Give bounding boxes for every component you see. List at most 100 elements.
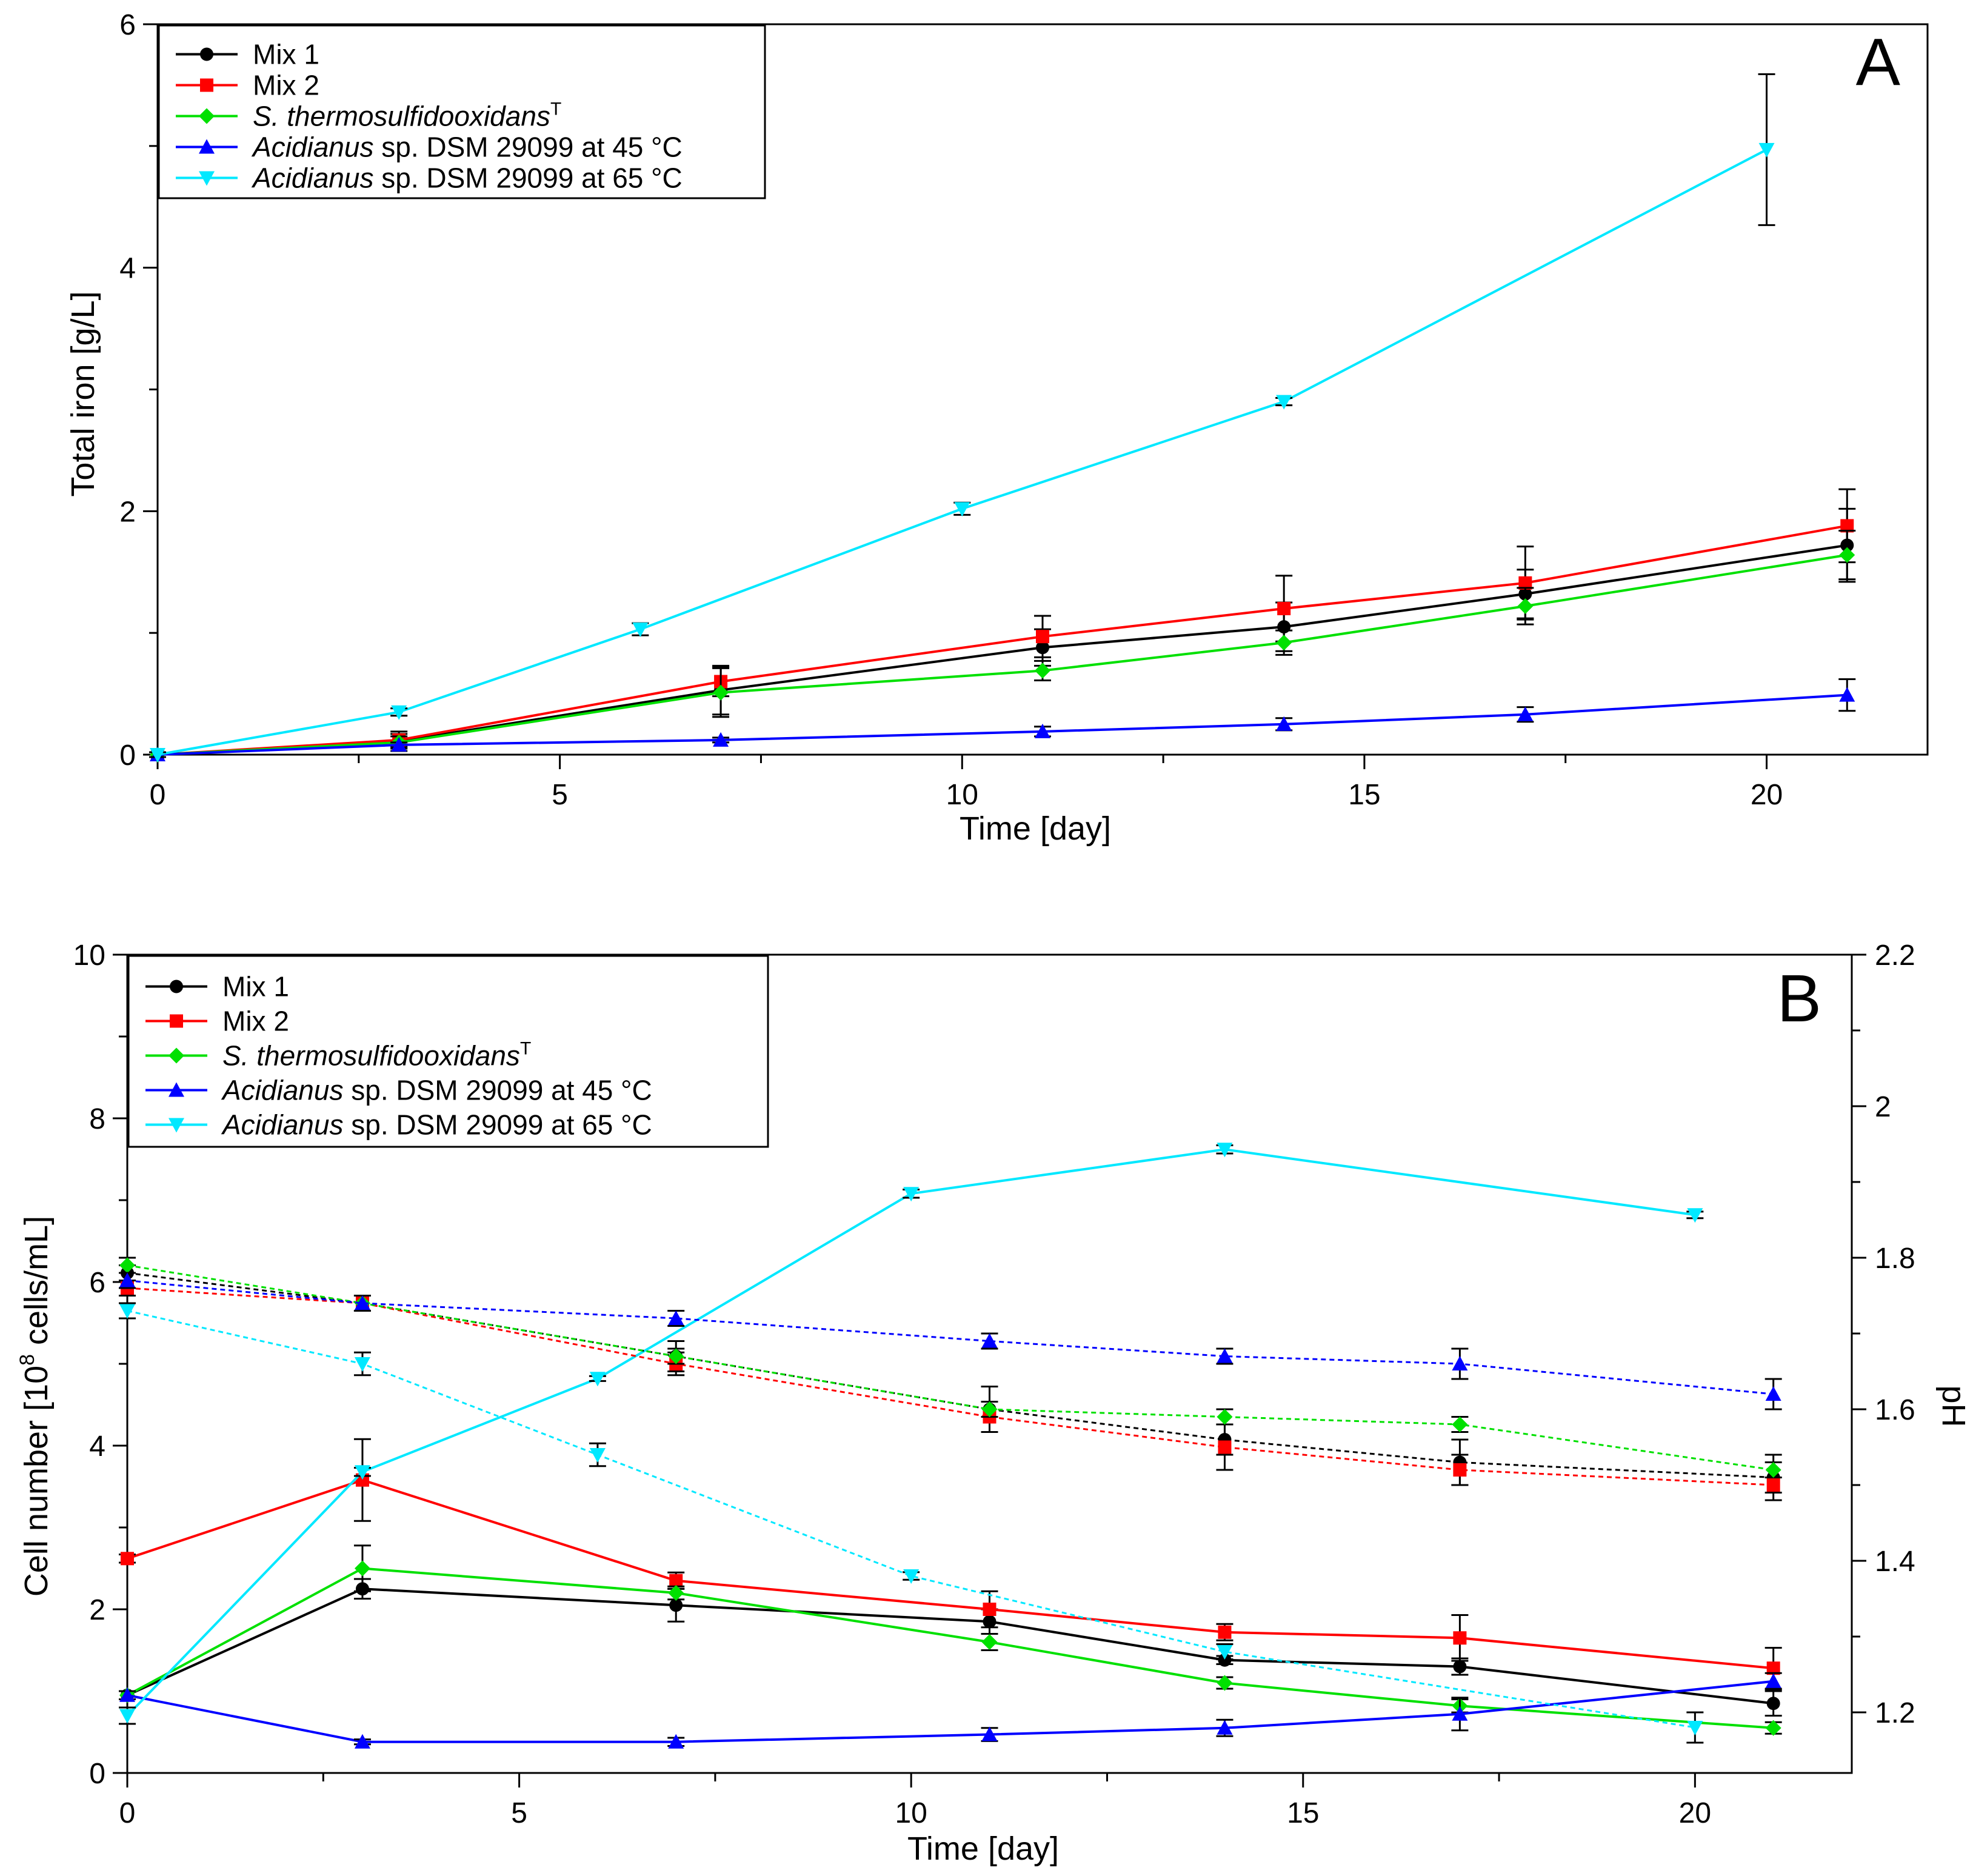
panel-a-data-point <box>713 684 729 701</box>
panel-b-x-tick-label: 10 <box>895 1797 927 1829</box>
panel-a-data-point <box>391 705 407 720</box>
panel-a-y-axis-label: Total iron [g/L] <box>65 291 101 496</box>
panel-b-y-tick-label: 4 <box>89 1430 105 1463</box>
panel-a-legend-label: Acidianus sp. DSM 29099 at 45 °C <box>251 132 683 163</box>
panel-b-y2-tick-label: 1.2 <box>1875 1697 1915 1729</box>
panel-b-legend-marker <box>170 980 183 993</box>
panel-b-legend-item-ac45: Acidianus sp. DSM 29099 at 45 °C <box>145 1075 652 1106</box>
panel-b-data-point <box>354 1465 370 1480</box>
panel-b-y2-tick-label: 1.4 <box>1875 1546 1915 1578</box>
panel-b-x-tick-label: 15 <box>1287 1797 1319 1829</box>
panel-b-data-point <box>1217 1348 1233 1363</box>
panel-a-data-point <box>1277 602 1291 615</box>
panel-b-data-point <box>1217 1645 1233 1660</box>
panel-a-series-ac65 <box>149 73 1775 763</box>
panel-a-data-point <box>1036 630 1049 644</box>
panel-b-data-point <box>669 1598 683 1612</box>
panel-a-legend-marker <box>199 139 215 154</box>
panel-a-data-point <box>1276 716 1292 731</box>
panel-a-data-point <box>1839 547 1855 563</box>
panel-b-data-point <box>1453 1660 1467 1674</box>
panel-b-data-point <box>1217 1143 1233 1158</box>
panel-b-series-line-ac65_ph <box>127 1310 1695 1729</box>
panel-b-data-point <box>119 1272 135 1287</box>
panel-a-series-line-ac65 <box>157 149 1768 756</box>
panel-a-legend-label: Acidianus sp. DSM 29099 at 65 °C <box>251 162 683 194</box>
panel-a: A Time [day] Total iron [g/L] 0 5 10 15 20 0 2… <box>65 9 1929 847</box>
panel-b-y-tick-label: 2 <box>89 1594 105 1626</box>
panel-a-x-axis-label: Time [day] <box>960 810 1111 847</box>
panel-b-legend-item-ac65: Acidianus sp. DSM 29099 at 65 °C <box>145 1109 652 1141</box>
panel-b-y-tick-label: 6 <box>89 1267 105 1299</box>
panel-b-x-tick-label: 5 <box>511 1797 527 1829</box>
panel-b-data-point <box>1687 1721 1703 1735</box>
panel-b-x-axis-label: Time [day] <box>907 1831 1059 1867</box>
panel-a-data-point <box>1517 706 1534 721</box>
panel-a-legend-item-mix2: Mix 2 <box>176 70 319 101</box>
panel-a-data-point <box>954 502 970 517</box>
panel-b-letter: B <box>1777 961 1821 1036</box>
panel-b-data-point <box>1765 1386 1781 1401</box>
panel-b-data-point <box>119 1687 135 1702</box>
panel-a-data-point <box>1517 598 1534 614</box>
panel-a-y-tick-label: 0 <box>119 739 136 772</box>
panel-b-data-point <box>668 1585 684 1601</box>
panel-b-data-point <box>981 1726 998 1741</box>
panel-b-data-point <box>1217 1675 1233 1691</box>
panel-b-data-point <box>668 1310 684 1325</box>
panel-a-data-point <box>632 623 649 638</box>
panel-b-data-point <box>981 1401 998 1417</box>
panel-b-data-point <box>1218 1625 1232 1639</box>
panel-a-x-tick-label: 15 <box>1348 779 1380 811</box>
panel-b-data-point <box>1453 1631 1467 1645</box>
panel-b-y2-axis-label: pH <box>1935 1385 1972 1427</box>
panel-b-y2-tick-label: 2.2 <box>1875 940 1915 972</box>
panel-b-legend-marker <box>169 1118 184 1133</box>
panel-a-data-point <box>1276 395 1292 410</box>
panel-b-legend-box <box>127 955 769 1148</box>
panel-b-legend-marker <box>170 1014 183 1028</box>
panel-a-letter: A <box>1856 25 1901 99</box>
panel-b-data-point <box>589 1372 606 1387</box>
panel-a-y-tick-label: 4 <box>119 253 136 285</box>
panel-b-data-point <box>1217 1720 1233 1735</box>
panel-a-y-tick-label: 6 <box>119 9 136 41</box>
panel-a-legend-label: S. thermosulfidooxidansT <box>253 99 561 132</box>
panel-a-data-point <box>1518 576 1532 590</box>
panel-b-y-tick-label: 0 <box>89 1758 105 1790</box>
panel-b-series-ac45 <box>119 1672 1782 1749</box>
panel-b-data-point <box>121 1552 134 1566</box>
panel-b-legend-marker <box>169 1082 184 1097</box>
panel-a-legend-marker <box>199 108 215 124</box>
panel-b-data-point <box>1687 1208 1703 1223</box>
panel-a-legend-marker <box>200 78 213 92</box>
panel-b-y2-tick-label: 1.8 <box>1875 1243 1915 1275</box>
panel-a-data-point <box>1035 663 1050 679</box>
panel-b-data-point <box>668 1348 684 1364</box>
panel-b-x-tick-label: 20 <box>1679 1797 1711 1829</box>
panel-b-legend-item-mix2: Mix 2 <box>145 1006 289 1037</box>
panel-b-x-tick-label: 0 <box>119 1797 136 1829</box>
panel-a-legend-label: Mix 1 <box>253 39 319 70</box>
panel-a-legend-marker <box>199 171 215 186</box>
panel-b-data-point <box>1452 1417 1468 1432</box>
panel-b-data-point <box>1766 1697 1780 1711</box>
panel-a-legend-box <box>158 24 766 199</box>
panel-a-data-point <box>1276 635 1292 651</box>
panel-b-data-point <box>119 1709 135 1724</box>
panel-b-data-point <box>981 1634 998 1650</box>
panel-a-data-point <box>1758 142 1775 158</box>
panel-b-data-point <box>1765 1462 1781 1478</box>
panel-b-legend-marker <box>169 1047 184 1064</box>
panel-b-data-point <box>1452 1706 1468 1721</box>
panel-b-series-line-ac65 <box>126 1148 1695 1717</box>
panel-a-legend-item-ac45: Acidianus sp. DSM 29099 at 45 °C <box>176 132 683 163</box>
panel-a-x-tick-label: 0 <box>150 779 166 811</box>
panel-b-data-point <box>1765 1673 1781 1688</box>
panel-a-data-point <box>1840 519 1854 533</box>
panel-a-legend-item-st: S. thermosulfidooxidansT <box>176 99 561 132</box>
